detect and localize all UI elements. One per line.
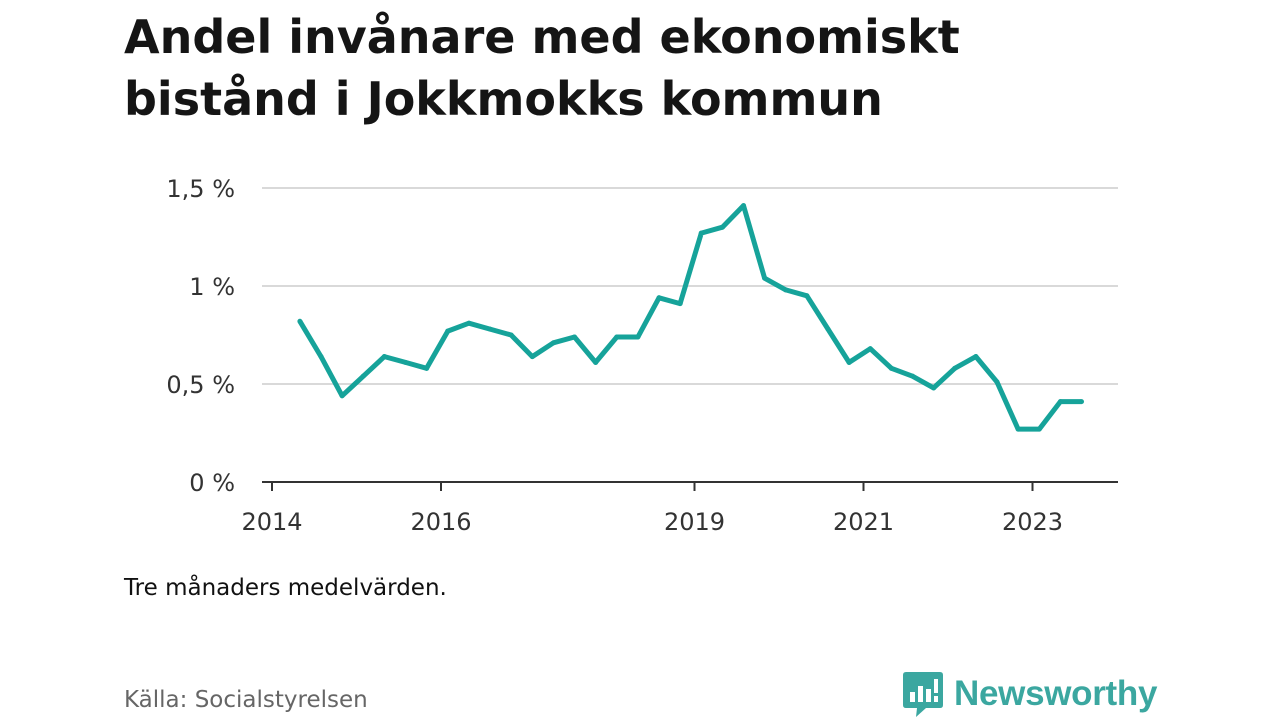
data-point	[318, 354, 324, 360]
data-point	[466, 320, 472, 326]
data-point	[1015, 426, 1021, 432]
x-tick-label: 2016	[410, 508, 471, 536]
data-point	[867, 346, 873, 352]
y-tick-label: 1 %	[189, 273, 235, 301]
data-point	[888, 365, 894, 371]
data-point	[931, 385, 937, 391]
data-point	[360, 373, 366, 379]
data-point	[508, 332, 514, 338]
data-point	[593, 359, 599, 365]
x-tick-label: 2014	[241, 508, 302, 536]
source-credit: Källa: Socialstyrelsen	[124, 687, 368, 713]
data-point	[783, 287, 789, 293]
chart-note: Tre månaders medelvärden.	[124, 575, 447, 601]
data-point	[656, 295, 662, 301]
data-point	[741, 203, 747, 209]
data-point	[445, 328, 451, 334]
data-point	[719, 224, 725, 230]
x-tick-label: 2019	[664, 508, 725, 536]
data-point	[762, 275, 768, 281]
x-axis: 2014 2016 2019 2021 2023	[241, 481, 1118, 536]
data-point	[1036, 426, 1042, 432]
data-point	[424, 365, 430, 371]
data-point	[973, 354, 979, 360]
brand-logo: Newsworthy	[902, 670, 1157, 718]
data-point	[698, 230, 704, 236]
data-point	[403, 359, 409, 365]
data-point	[529, 354, 535, 360]
y-tick-label: 1,5 %	[166, 175, 235, 203]
data-point	[994, 379, 1000, 385]
series-line	[297, 203, 1082, 432]
data-point	[487, 326, 493, 332]
gridlines	[262, 187, 1118, 385]
x-tick-label: 2021	[833, 508, 894, 536]
x-tick-label: 2023	[1002, 508, 1063, 536]
y-tick-label: 0,5 %	[166, 371, 235, 399]
data-point	[550, 340, 556, 346]
series-layer	[297, 203, 1085, 432]
newsworthy-logo-icon	[903, 672, 943, 717]
data-point	[635, 334, 641, 340]
chart-title: Andel invånare med ekonomiskt bistånd i …	[124, 10, 960, 126]
data-point	[1057, 399, 1063, 405]
y-axis-ticks: 0 % 0,5 % 1 % 1,5 %	[166, 175, 235, 497]
data-point	[910, 373, 916, 379]
data-point	[677, 301, 683, 307]
data-point	[339, 393, 345, 399]
brand-name: Newsworthy	[954, 674, 1158, 713]
data-point	[825, 326, 831, 332]
data-point	[297, 318, 303, 324]
data-point	[846, 359, 852, 365]
data-point	[804, 293, 810, 299]
data-point	[952, 365, 958, 371]
data-point	[1079, 399, 1085, 405]
y-tick-label: 0 %	[189, 469, 235, 497]
data-point	[381, 354, 387, 360]
data-point	[614, 334, 620, 340]
data-point	[572, 334, 578, 340]
